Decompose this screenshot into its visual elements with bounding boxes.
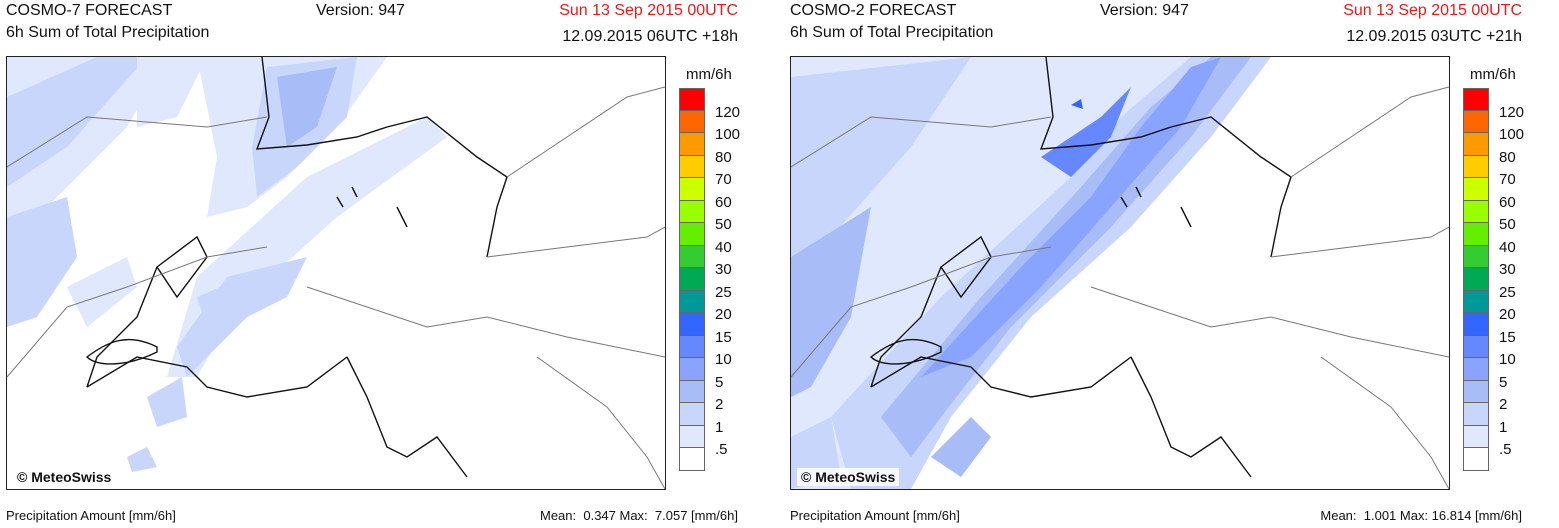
color-legend <box>679 88 705 471</box>
map-canvas <box>791 57 1449 489</box>
legend-swatch <box>1463 380 1489 403</box>
legend-label: 60 <box>1499 193 1516 211</box>
legend-swatch <box>679 88 705 111</box>
legend-swatch <box>1463 223 1489 246</box>
legend-label: .5 <box>715 441 728 458</box>
precip-field <box>7 57 447 472</box>
legend-swatch <box>679 245 705 268</box>
legend-swatch <box>679 380 705 403</box>
legend-label: 10 <box>1499 351 1516 368</box>
legend-swatch <box>1463 335 1489 358</box>
map-canvas <box>7 57 665 489</box>
legend-swatch <box>1463 88 1489 111</box>
legend-label: 40 <box>715 238 732 256</box>
legend-swatch <box>1463 268 1489 291</box>
legend-swatch <box>679 448 705 471</box>
legend-swatch <box>679 290 705 313</box>
product-title: 6h Sum of Total Precipitation <box>790 24 994 41</box>
legend-swatch <box>1463 290 1489 313</box>
legend-swatch <box>679 155 705 178</box>
legend-swatch <box>679 133 705 156</box>
legend-label: 70 <box>715 171 732 188</box>
legend-swatch <box>679 178 705 201</box>
run-time: 12.09.2015 06UTC +18h <box>562 28 738 45</box>
legend-label: 5 <box>715 373 724 391</box>
footer-quantity: Precipitation Amount [mm/6h] <box>790 508 960 523</box>
legend-swatch <box>679 335 705 358</box>
legend-label: 25 <box>1499 283 1516 301</box>
legend-swatch <box>1463 448 1489 471</box>
legend-swatch <box>1463 133 1489 156</box>
legend-label: 120 <box>1499 103 1525 121</box>
legend-swatch <box>679 268 705 291</box>
legend-unit: mm/6h <box>686 66 732 83</box>
legend-swatch <box>1463 358 1489 381</box>
legend-label: 2 <box>715 396 724 413</box>
legend-label: 80 <box>715 148 732 166</box>
legend-label: 50 <box>715 216 732 233</box>
legend-label: 100 <box>715 126 741 143</box>
model-title: COSMO-7 FORECAST <box>6 2 173 19</box>
legend-label: 50 <box>1499 216 1516 233</box>
model-title: COSMO-2 FORECAST <box>790 2 957 19</box>
legend-swatch <box>679 313 705 336</box>
region-lines <box>7 86 665 489</box>
legend-label: 1 <box>1499 418 1508 436</box>
footer-quantity: Precipitation Amount [mm/6h] <box>6 508 176 523</box>
footer-stats: Mean: 0.347 Max: 7.057 [mm/6h] <box>540 508 738 523</box>
version-label: Version: 947 <box>316 2 405 19</box>
legend-label: 30 <box>1499 261 1516 278</box>
product-title: 6h Sum of Total Precipitation <box>6 24 210 41</box>
forecast-panel-cosmo2: COSMO-2 FORECAST 6h Sum of Total Precipi… <box>784 0 1559 528</box>
legend-label: 5 <box>1499 373 1508 391</box>
legend-swatch <box>1463 155 1489 178</box>
legend-label: 20 <box>715 306 732 323</box>
precipitation-map: © MeteoSwiss <box>6 56 666 490</box>
legend-swatch <box>1463 110 1489 133</box>
legend-swatch <box>1463 425 1489 448</box>
legend-swatch <box>679 110 705 133</box>
legend-label: 2 <box>1499 396 1508 413</box>
legend-swatch <box>679 223 705 246</box>
legend-swatch <box>1463 245 1489 268</box>
legend-swatch <box>679 403 705 426</box>
legend-label: 1 <box>715 418 724 436</box>
legend-label: 30 <box>715 261 732 278</box>
region-lines <box>791 86 1449 489</box>
valid-time: Sun 13 Sep 2015 00UTC <box>1343 2 1522 19</box>
precipitation-map: © MeteoSwiss <box>790 56 1450 490</box>
legend-label: 80 <box>1499 148 1516 166</box>
legend-swatch <box>679 200 705 223</box>
legend-label: 20 <box>1499 306 1516 323</box>
legend-label: 15 <box>1499 328 1516 346</box>
legend-label: 60 <box>715 193 732 211</box>
version-label: Version: 947 <box>1100 2 1189 19</box>
legend-swatch <box>679 425 705 448</box>
legend-label: 40 <box>1499 238 1516 256</box>
legend-label: 15 <box>715 328 732 346</box>
legend-label: 10 <box>715 351 732 368</box>
forecast-panel-cosmo7: COSMO-7 FORECAST 6h Sum of Total Precipi… <box>6 2 741 523</box>
valid-time: Sun 13 Sep 2015 00UTC <box>559 2 738 19</box>
copyright-label: © MeteoSwiss <box>797 468 900 486</box>
legend-label: 100 <box>1499 126 1525 143</box>
footer-stats: Mean: 1.001 Max: 16.814 [mm/6h] <box>1320 508 1522 523</box>
color-legend <box>1463 88 1489 471</box>
legend-swatch <box>1463 403 1489 426</box>
legend-swatch <box>1463 200 1489 223</box>
legend-swatch <box>1463 178 1489 201</box>
legend-unit: mm/6h <box>1470 66 1516 83</box>
copyright-label: © MeteoSwiss <box>13 468 116 486</box>
precip-field <box>791 57 1271 489</box>
legend-label: 70 <box>1499 171 1516 188</box>
legend-label: .5 <box>1499 441 1512 458</box>
border-lines <box>85 57 508 478</box>
legend-label: 25 <box>715 283 732 301</box>
legend-swatch <box>679 358 705 381</box>
legend-swatch <box>1463 313 1489 336</box>
run-time: 12.09.2015 03UTC +21h <box>1346 28 1522 45</box>
legend-label: 120 <box>715 103 741 121</box>
